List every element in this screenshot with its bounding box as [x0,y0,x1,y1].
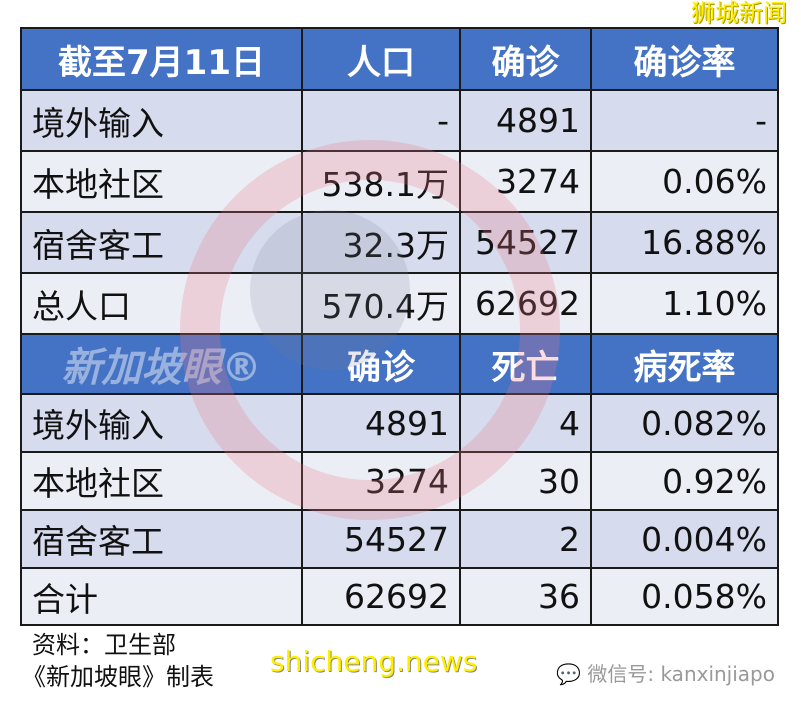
stats-table: 截至7月11日 人口 确诊 确诊率 境外输入 - 4891 - 本地社区 538… [20,27,779,626]
cell: 境外输入 [20,89,303,152]
table-row: 合计 62692 36 0.058% [20,567,779,626]
cell: 1.10% [590,272,779,335]
cell: 570.4万 [301,272,461,335]
header-cell: 截至7月11日 [20,27,303,91]
cell: 宿舍客工 [20,509,303,569]
cell: 62692 [459,272,592,335]
header-cell: 人口 [301,27,461,91]
cell: 3274 [301,451,461,511]
header-cell: 死亡 [459,333,592,395]
cell: 62692 [301,567,461,626]
cell: 0.004% [590,509,779,569]
cell: 本地社区 [20,451,303,511]
cell: 3274 [459,150,592,213]
table-row: 宿舍客工 32.3万 54527 16.88% [20,211,779,274]
cell: 本地社区 [20,150,303,213]
cell: 4 [459,393,592,453]
table1-header: 截至7月11日 人口 确诊 确诊率 [20,27,779,91]
cell: 0.06% [590,150,779,213]
cell: 30 [459,451,592,511]
cell: - [590,89,779,152]
shicheng-logo: 狮城新闻 [691,0,787,27]
table2-header: 新加坡眼® 确诊 死亡 病死率 [20,333,779,395]
header-cell: 确诊率 [590,27,779,91]
wechat-label: 微信号: kanxinjiapo [587,662,775,686]
cell: 总人口 [20,272,303,335]
cell: 32.3万 [301,211,461,274]
cell: 合计 [20,567,303,626]
header-cell: 确诊 [459,27,592,91]
table-row: 本地社区 3274 30 0.92% [20,451,779,511]
cell: 0.92% [590,451,779,511]
wechat-icon: 💬 [556,662,588,686]
cell: 境外输入 [20,393,303,453]
table-row: 宿舍客工 54527 2 0.004% [20,509,779,569]
table-row: 总人口 570.4万 62692 1.10% [20,272,779,335]
cell: 16.88% [590,211,779,274]
site-watermark: shicheng.news [270,645,478,678]
cell: 538.1万 [301,150,461,213]
table-row: 本地社区 538.1万 3274 0.06% [20,150,779,213]
cell: 2 [459,509,592,569]
cell: 54527 [459,211,592,274]
cell: 54527 [301,509,461,569]
header-cell: 新加坡眼® [20,333,303,395]
cell: 0.058% [590,567,779,626]
header-cell: 确诊 [301,333,461,395]
source-note: 资料：卫生部 [32,631,176,659]
wechat-id: 💬 微信号: kanxinjiapo [556,658,775,687]
watermark-text: 新加坡眼® [61,345,262,391]
header-cell: 病死率 [590,333,779,395]
cell: 4891 [459,89,592,152]
cell: 宿舍客工 [20,211,303,274]
cell: 36 [459,567,592,626]
cell: - [301,89,461,152]
table-row: 境外输入 4891 4 0.082% [20,393,779,453]
cell: 4891 [301,393,461,453]
cell: 0.082% [590,393,779,453]
made-by-note: 《新加坡眼》制表 [22,663,214,691]
table-row: 境外输入 - 4891 - [20,89,779,152]
